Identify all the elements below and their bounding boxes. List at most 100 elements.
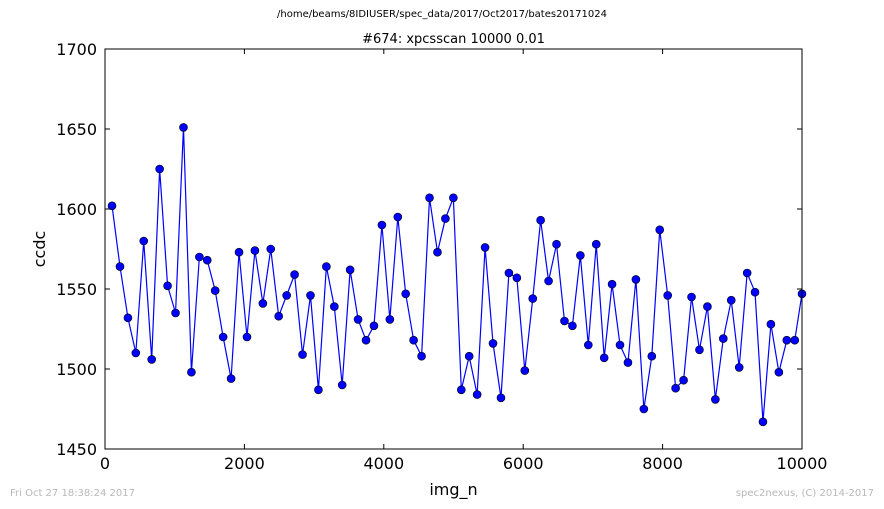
data-point	[536, 215, 545, 225]
data-point	[568, 321, 577, 331]
footer-timestamp: Fri Oct 27 18:38:24 2017	[10, 488, 136, 499]
plot-frame	[104, 48, 803, 450]
data-point	[202, 255, 212, 265]
data-point	[504, 268, 514, 278]
data-point	[719, 334, 728, 343]
data-point	[290, 270, 299, 279]
data-point	[250, 246, 260, 255]
data-point	[560, 316, 569, 326]
data-point	[695, 345, 704, 355]
data-point	[234, 247, 244, 257]
x-tick-label: 8000	[642, 454, 683, 473]
data-point	[163, 281, 172, 291]
data-point	[242, 332, 252, 342]
data-point	[107, 201, 117, 211]
data-point	[139, 236, 149, 246]
data-point	[758, 417, 768, 427]
data-point	[274, 311, 283, 321]
data-point	[361, 335, 371, 345]
data-point	[401, 289, 410, 299]
data-point	[195, 252, 204, 262]
data-point	[457, 385, 466, 395]
data-point	[322, 262, 331, 271]
data-point	[687, 292, 696, 302]
x-tick-label: 6000	[503, 454, 544, 473]
data-point	[671, 383, 680, 393]
data-point	[703, 302, 712, 311]
data-point	[337, 380, 347, 390]
data-point	[790, 335, 800, 345]
data-point	[377, 220, 387, 230]
data-point	[179, 123, 188, 132]
data-point	[520, 366, 530, 375]
series-layer	[107, 123, 807, 427]
data-point	[425, 193, 434, 203]
data-point	[314, 385, 323, 395]
data-point	[330, 302, 339, 311]
x-axis-label: img_n	[429, 480, 477, 500]
data-point	[623, 358, 633, 367]
y-tick-label: 1700	[56, 40, 97, 59]
data-point	[147, 355, 156, 364]
data-point	[353, 315, 363, 324]
ticks-layer: 0 2000 4000 6000 8000 10000 1450 1500 1550 1600 16…	[56, 40, 827, 473]
y-tick-label: 1500	[56, 360, 97, 379]
data-point	[480, 243, 490, 252]
data-point	[599, 353, 609, 363]
data-point	[218, 332, 228, 342]
data-point	[155, 164, 164, 174]
data-point	[385, 315, 395, 324]
data-point	[433, 247, 442, 257]
data-point	[591, 239, 601, 249]
data-point	[734, 363, 744, 372]
data-point	[393, 212, 403, 222]
y-tick-label: 1600	[56, 200, 97, 219]
data-point	[782, 335, 792, 345]
y-axis-label: ccdc	[30, 231, 49, 268]
data-point	[464, 351, 474, 361]
data-point	[576, 251, 585, 260]
y-tick-label: 1550	[56, 280, 97, 299]
data-point	[345, 265, 355, 275]
data-point	[711, 395, 720, 404]
data-point	[226, 374, 236, 383]
data-point	[774, 367, 784, 377]
data-point	[750, 287, 760, 297]
x-tick-label: 4000	[363, 454, 404, 473]
data-point	[369, 321, 379, 331]
data-point	[282, 291, 291, 300]
series-line	[111, 127, 803, 422]
data-point	[552, 239, 561, 249]
data-point	[496, 393, 506, 403]
data-point	[409, 335, 418, 345]
x-tick-label: 2000	[224, 454, 265, 473]
data-point	[544, 276, 553, 286]
data-point	[528, 294, 538, 303]
data-point	[583, 340, 593, 350]
chart-title: #674: xpcsscan 10000 0.01	[362, 32, 545, 47]
x-tick-label: 10000	[777, 454, 828, 473]
data-point	[115, 262, 125, 271]
data-point	[131, 348, 141, 358]
data-point	[639, 404, 649, 414]
data-point	[726, 295, 736, 305]
data-point	[449, 193, 458, 203]
data-point	[655, 225, 665, 235]
data-point	[615, 340, 625, 350]
data-point	[663, 291, 672, 300]
data-point	[187, 367, 196, 377]
data-point	[298, 350, 307, 359]
data-point	[512, 273, 522, 283]
data-point	[679, 375, 688, 385]
data-point	[631, 275, 641, 284]
footer-credit: spec2nexus, (C) 2014-2017	[735, 488, 874, 499]
data-point	[258, 299, 268, 308]
data-point	[766, 319, 776, 329]
file-path-supertitle: /home/beams/8IDIUSER/spec_data/2017/Oct2…	[277, 9, 607, 20]
data-point	[647, 351, 657, 361]
data-point	[306, 291, 315, 300]
data-point	[742, 268, 752, 278]
data-point	[266, 244, 276, 254]
y-tick-label: 1450	[56, 440, 97, 459]
